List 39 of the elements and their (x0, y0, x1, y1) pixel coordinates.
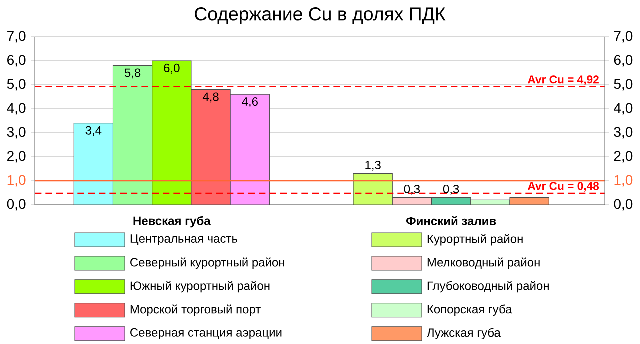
y-tick-label: 1,0 (614, 175, 633, 187)
data-label: 6,0 (164, 64, 180, 74)
y2-tick-label: 5,0 (7, 79, 26, 91)
y2-tick-label: 0,0 (7, 199, 26, 211)
y2-tick-label: 4,0 (7, 103, 26, 115)
legend-label: Глубоководный район (428, 281, 549, 293)
ref-line-label: Avr Cu = 4,92 (528, 76, 599, 86)
ref-line-label: Avr Cu = 0,48 (528, 182, 600, 192)
legend-label: Копорская губа (428, 304, 512, 316)
data-label: 4,8 (202, 92, 219, 103)
data-label: 0,3 (404, 184, 420, 195)
legend-label: Лужская губа (427, 328, 501, 340)
y2-tick-label: 3,0 (7, 127, 26, 139)
x-tick-label: Финский залив (406, 216, 496, 226)
y-tick-label: 6,0 (614, 55, 633, 67)
y-tick-label: 5,0 (614, 79, 633, 91)
legend-label: Центральная часть (130, 234, 238, 246)
y-tick-label: 3,0 (614, 127, 633, 139)
chart-title: Содержание Cu в долях ПДК (195, 8, 446, 24)
data-label: 1,3 (366, 160, 381, 171)
y-tick-label: 0,0 (614, 199, 633, 211)
y-tick-label: 2,0 (614, 151, 633, 163)
legend-label: Северный курортный район (130, 258, 284, 270)
data-label: 3,4 (86, 126, 102, 136)
legend-label: Северная станция аэрации (130, 328, 282, 340)
data-label: 5,8 (124, 68, 141, 79)
y-tick-label: 4,0 (614, 103, 633, 115)
y2-tick-label: 6,0 (8, 55, 26, 67)
y2-tick-label: 7,0 (8, 31, 26, 43)
x-tick-label: Невская губа (134, 216, 211, 228)
y2-tick-label: 2,0 (8, 151, 26, 163)
data-label: 0,3 (443, 184, 460, 195)
y-tick-label: 7,0 (614, 31, 633, 43)
legend-label: Южный курортный район (130, 281, 270, 293)
legend-label: Мелководный район (428, 258, 540, 270)
legend-label: Курортный район (428, 234, 523, 246)
y2-tick-label: 1,0 (8, 175, 26, 187)
legend-label: Морской торговый порт (130, 304, 261, 316)
data-label: 4,6 (242, 98, 258, 108)
